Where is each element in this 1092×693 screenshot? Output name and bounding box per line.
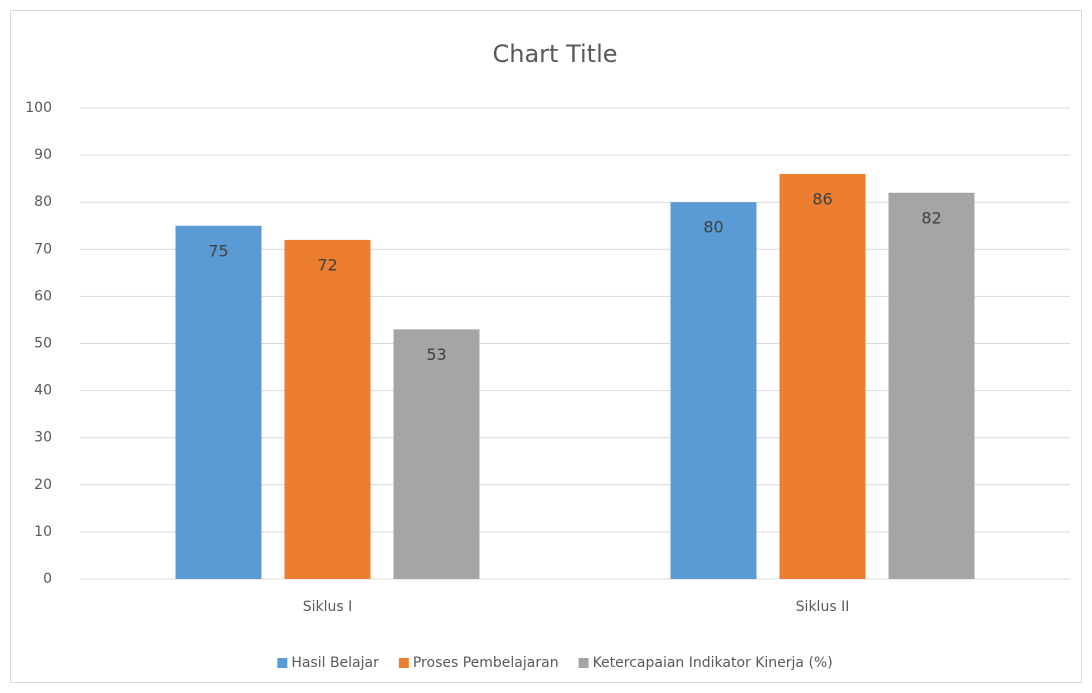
legend-swatch (578, 658, 589, 668)
data-label: 82 (921, 208, 941, 227)
y-tick-label: 20 (34, 477, 52, 493)
bar (779, 173, 866, 579)
y-tick-label: 0 (43, 571, 52, 587)
y-tick-label: 50 (34, 336, 52, 352)
data-label: 86 (812, 189, 832, 208)
y-tick-label: 10 (34, 524, 52, 540)
data-label: 80 (703, 218, 723, 237)
legend-label: Proses Pembelajaran (413, 655, 559, 671)
legend-swatch (277, 658, 288, 668)
data-label: 75 (208, 241, 228, 260)
data-label: 72 (317, 255, 337, 274)
x-tick-label: Siklus I (303, 599, 353, 615)
y-tick-label: 40 (34, 383, 52, 399)
bar (888, 192, 975, 579)
legend-swatch (398, 658, 409, 668)
bar (393, 329, 480, 579)
data-label: 53 (426, 345, 446, 364)
bar (284, 239, 371, 579)
chart-title: Chart Title (492, 40, 617, 68)
y-tick-label: 80 (34, 194, 52, 210)
x-tick-label: Siklus II (796, 599, 850, 615)
legend-label: Hasil Belajar (291, 655, 379, 671)
y-tick-label: 70 (34, 241, 52, 257)
y-tick-label: 30 (34, 430, 52, 446)
y-tick-label: 100 (25, 100, 52, 116)
bar (670, 202, 757, 579)
y-tick-label: 90 (34, 147, 52, 163)
y-tick-label: 60 (34, 288, 52, 304)
legend-label: Ketercapaian Indikator Kinerja (%) (593, 655, 833, 671)
bar (175, 225, 262, 579)
